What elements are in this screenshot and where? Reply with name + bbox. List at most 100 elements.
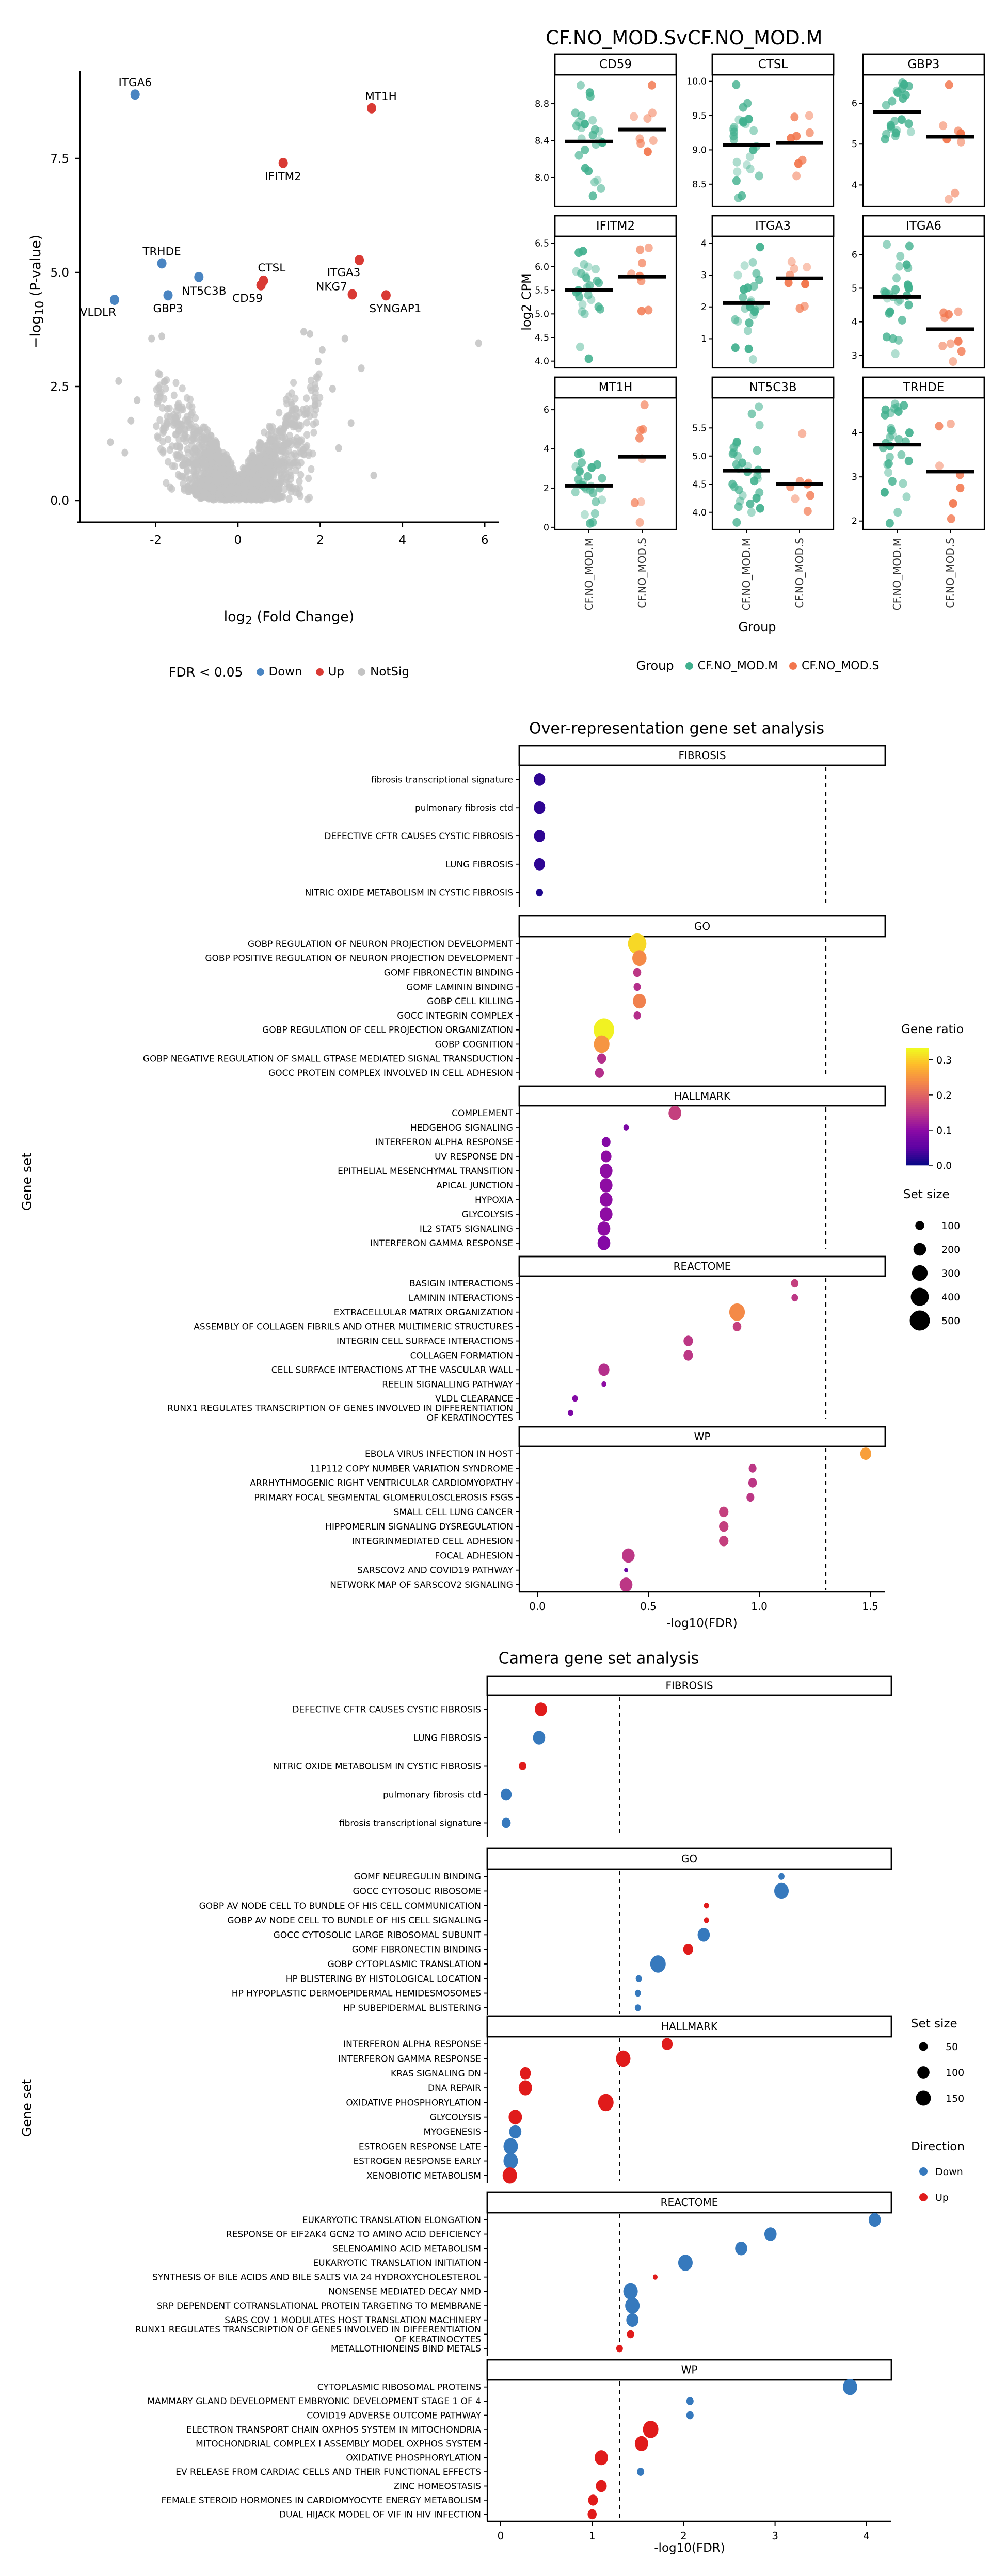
geneset-point: [597, 1236, 611, 1250]
volcano-point: [162, 384, 169, 393]
geneset-point: [503, 2152, 518, 2169]
panel-header-FIBROSIS: [486, 1675, 892, 1696]
y-tick-label: 7.5: [50, 152, 69, 166]
geneset-label: HP HYPOPLASTIC DERMOEPIDERMAL HEMIDESMOS…: [232, 1989, 481, 1999]
point-group-m: [734, 485, 743, 494]
geneset-point: [868, 2213, 881, 2227]
x-tick-label-rotated: CF.NO_MOD.S: [636, 538, 648, 608]
geneset-label: ASSEMBLY OF COLLAGEN FIBRILS AND OTHER M…: [194, 1322, 513, 1332]
geneset-label: KRAS SIGNALING DN: [391, 2069, 481, 2079]
y-tick-label: 5: [852, 283, 857, 294]
point-group-m: [580, 309, 589, 318]
volcano-point: [165, 458, 172, 466]
point-group-m: [584, 291, 593, 300]
median-bar-s: [926, 470, 974, 474]
point-group-s: [637, 276, 646, 285]
point-group-m: [883, 460, 892, 469]
median-bar-s: [776, 141, 823, 145]
point-group-m: [899, 479, 907, 488]
volcano-point: [188, 403, 196, 411]
median-bar-s: [618, 127, 666, 132]
volcano-point: [214, 478, 221, 487]
point-group-m: [581, 145, 589, 154]
colorbar-segment: [906, 1140, 929, 1143]
point-group-s: [630, 498, 639, 507]
geneset-label: COVID19 ADVERSE OUTCOME PATHWAY: [307, 2411, 481, 2421]
point-group-m: [592, 497, 600, 506]
gene-label-MT1H: MT1H: [365, 90, 397, 103]
facet-header: [862, 53, 985, 76]
point-group-m: [904, 284, 913, 293]
point-group-m: [888, 477, 897, 486]
gene-point-NT5C3B: [194, 271, 204, 282]
geneset-point: [748, 1478, 757, 1488]
point-group-m: [881, 135, 889, 144]
set-size-label: 200: [941, 1244, 960, 1255]
point-group-s: [938, 342, 947, 350]
point-group-m: [576, 467, 584, 476]
facet-header-label: TRHDE: [903, 381, 945, 394]
set-size-legend-title: Set size: [911, 2017, 957, 2031]
point-group-m: [885, 309, 893, 318]
volcano-point: [184, 433, 191, 442]
geneset-point: [748, 1463, 757, 1473]
gene-point-IFITM2: [278, 157, 288, 168]
geneset-label: HIPPOMERLIN SIGNALING DYSREGULATION: [325, 1522, 513, 1532]
geneset-label: SARSCOV2 AND COVID19 PATHWAY: [357, 1566, 514, 1576]
point-group-m: [739, 118, 748, 127]
colorbar-segment: [906, 1064, 929, 1067]
point-group-m: [742, 160, 751, 170]
geneset-label: EXTRACELLULAR MATRIX ORGANIZATION: [334, 1308, 513, 1318]
point-group-s: [787, 257, 796, 266]
volcano-point: [196, 475, 203, 484]
volcano-point: [260, 491, 267, 500]
volcano-point: [306, 448, 313, 457]
point-group-s: [803, 507, 812, 516]
median-bar-m: [723, 301, 770, 305]
point-group-m: [734, 193, 743, 202]
volcano-point: [172, 379, 180, 387]
volcano-point: [283, 456, 291, 464]
geneset-label: pulmonary fibrosis ctd: [383, 1790, 481, 1800]
colorbar-segment: [906, 1149, 929, 1151]
gene-label-ITGA3: ITGA3: [327, 266, 361, 279]
point-group-m: [886, 432, 894, 442]
median-bar-s: [926, 135, 974, 139]
volcano-point: [259, 485, 266, 493]
volcano-point: [197, 443, 204, 451]
point-group-m: [893, 508, 902, 517]
volcano-point: [305, 474, 312, 482]
panel-header-WP: [518, 1426, 886, 1447]
x-tick-label-rotated: CF.NO_MOD.S: [793, 538, 806, 608]
point-group-m: [577, 123, 586, 132]
y-tick-label: 6.0: [535, 262, 549, 272]
point-group-s: [790, 112, 799, 122]
x-tick-label-rotated: CF.NO_MOD.M: [740, 538, 753, 610]
facet-panel-border: [862, 74, 985, 207]
geneset-point: [599, 1207, 613, 1221]
point-group-m: [887, 426, 896, 435]
point-group-m: [883, 240, 891, 249]
volcano-point: [271, 479, 278, 487]
geneset-point: [619, 1577, 633, 1592]
y-tick-label: 4.5: [535, 333, 549, 343]
point-group-m: [585, 281, 594, 290]
volcano-point: [161, 377, 168, 385]
colorbar-segment: [906, 1157, 929, 1160]
geneset-label: EUKARYOTIC TRANSLATION INITIATION: [313, 2258, 481, 2268]
volcano-point: [278, 447, 285, 456]
point-group-s: [805, 128, 814, 137]
y-tick-label: 9.0: [692, 145, 707, 155]
geneset-label: GOBP POSITIVE REGULATION OF NEURON PROJE…: [205, 954, 513, 964]
volcano-point: [153, 422, 160, 430]
geneset-label: OXIDATIVE PHOSPHORYLATION: [346, 2098, 481, 2108]
geneset-label: SARS COV 1 MODULATES HOST TRANSLATION MA…: [225, 2315, 481, 2326]
geneset-label: MAMMARY GLAND DEVELOPMENT EMBRYONIC DEVE…: [147, 2396, 481, 2407]
volcano-point: [285, 495, 293, 503]
point-group-m: [755, 421, 764, 430]
geneset-point: [860, 1447, 872, 1460]
point-group-s: [945, 81, 953, 89]
median-bar-m: [565, 288, 613, 292]
geneset-point: [719, 1521, 729, 1532]
point-group-s: [951, 188, 960, 198]
